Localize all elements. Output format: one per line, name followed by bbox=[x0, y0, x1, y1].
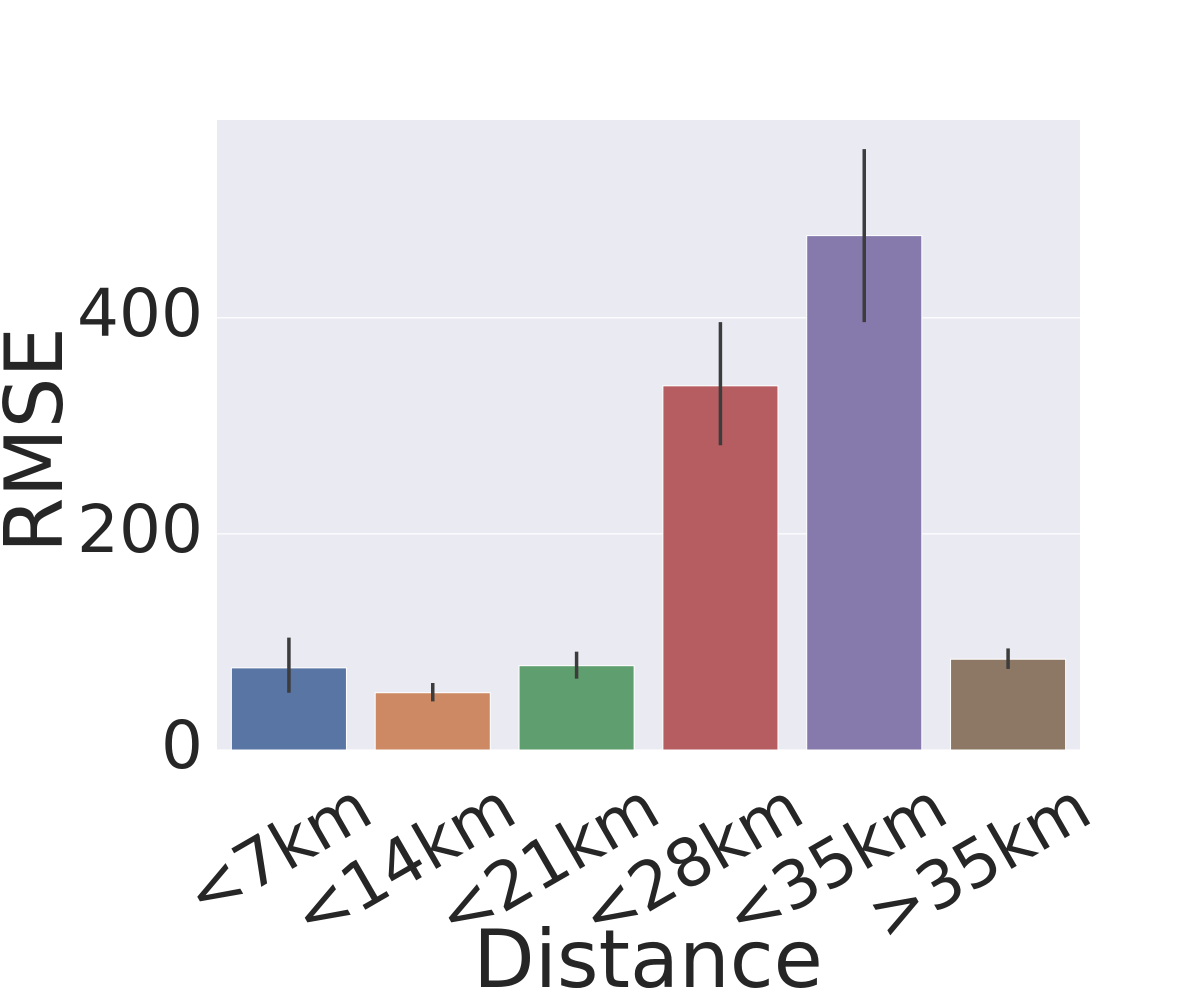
y-tick-label: 0 bbox=[161, 707, 203, 784]
y-axis-label: RMSE bbox=[0, 327, 81, 553]
y-tick-label: 400 bbox=[77, 275, 203, 352]
x-axis-label: Distance bbox=[473, 913, 823, 1000]
bar bbox=[374, 692, 491, 751]
bar bbox=[950, 658, 1067, 751]
bar bbox=[518, 665, 635, 751]
y-tick-label: 200 bbox=[77, 491, 203, 568]
plot-area bbox=[217, 120, 1080, 750]
